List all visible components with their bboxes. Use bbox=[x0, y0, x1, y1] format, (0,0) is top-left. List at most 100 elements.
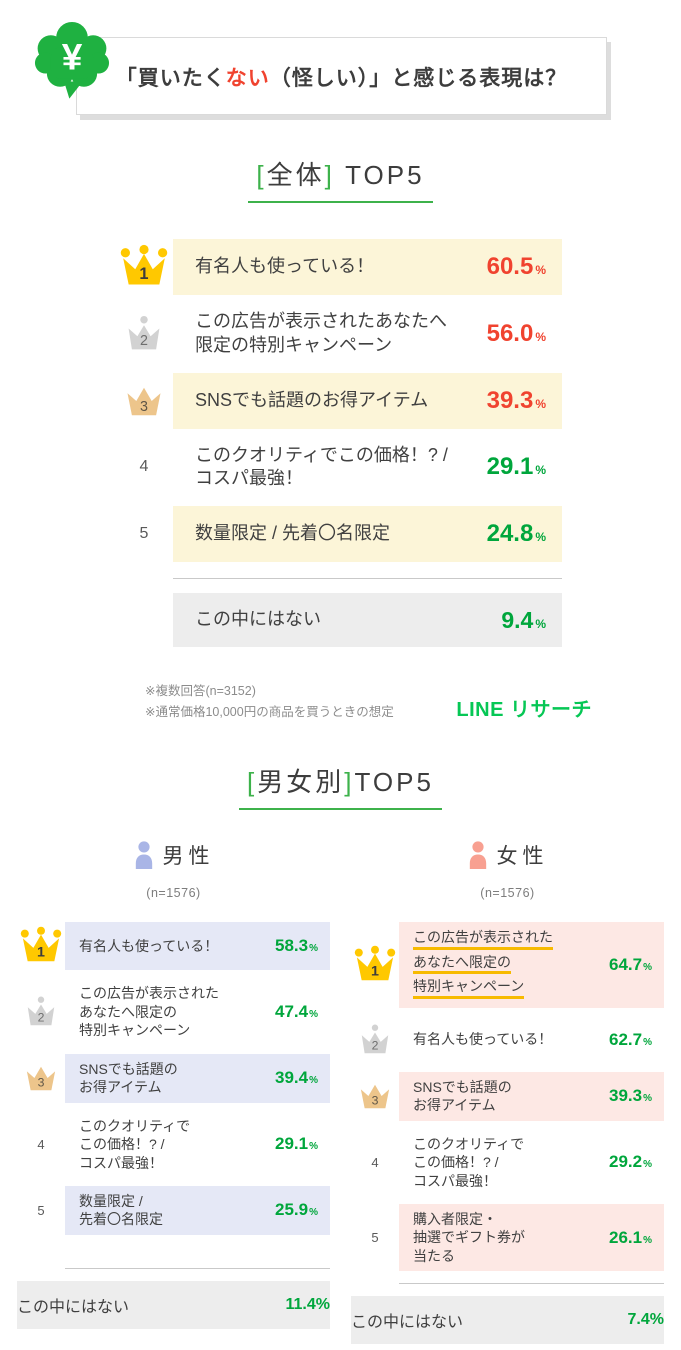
percent-value: 29.2 bbox=[609, 1152, 643, 1172]
female-label: 女性 bbox=[496, 845, 549, 869]
percent-value: 39.4 bbox=[275, 1068, 309, 1088]
rank-number: 4 bbox=[371, 1154, 379, 1170]
rank-number: 2 bbox=[38, 1010, 45, 1024]
rank-number: 1 bbox=[371, 963, 379, 979]
percent-sign: % bbox=[309, 1207, 318, 1219]
ranking-row-1: 1 この広告が表示された あなたへ限定の 特別キャンペーン 64.7% bbox=[351, 922, 664, 1008]
percent: 60.5% bbox=[487, 253, 546, 281]
rank-number: 1 bbox=[37, 945, 45, 961]
percent: 24.8% bbox=[487, 520, 546, 548]
percent-value: 47.4 bbox=[275, 1001, 309, 1021]
percent: 64.7% bbox=[609, 955, 652, 975]
ranking-row-1: 1 有名人も使っている！ 60.5% bbox=[115, 239, 562, 295]
percent-sign: % bbox=[309, 1008, 318, 1020]
rank-number: 2 bbox=[140, 333, 148, 349]
percent: 29.2% bbox=[609, 1152, 652, 1172]
percent: 56.0% bbox=[487, 320, 546, 348]
answer-label: この広告が表示された あなたへ限定の 特別キャンペーン bbox=[79, 985, 219, 1039]
percent: 39.4% bbox=[275, 1068, 318, 1088]
percent: 7.4% bbox=[628, 1311, 664, 1329]
none-row: この中にはない 9.4% bbox=[115, 593, 562, 647]
percent-value: 39.3 bbox=[609, 1086, 643, 1106]
answer-label: 数量限定 / 先着〇名限定 bbox=[79, 1193, 163, 1228]
answer-label: SNSでも話題のお得アイテム bbox=[195, 389, 429, 410]
answer-label: 購入者限定・ 抽選でギフト券が 当たる bbox=[413, 1211, 525, 1264]
ranking-row-2: 2 有名人も使っている！ 62.7% bbox=[351, 1016, 664, 1064]
percent-value: 7.4 bbox=[627, 1311, 650, 1329]
answer-label: 有名人も使っている！ bbox=[79, 938, 219, 955]
rank-number: 4 bbox=[37, 1136, 45, 1152]
yen-glyph: ¥ bbox=[62, 36, 83, 78]
none-row: この中にはない 11.4% bbox=[17, 1281, 330, 1330]
answer-label: この中にはない bbox=[195, 609, 321, 630]
percent-value: 56.0 bbox=[486, 319, 534, 347]
ranking-row-3: 3 SNSでも話題のお得アイテム 39.3% bbox=[115, 372, 562, 429]
percent-value: 58.3 bbox=[275, 936, 309, 956]
percent: 47.4% bbox=[275, 1002, 318, 1022]
silver-crown-icon: 2 bbox=[115, 314, 173, 354]
footnote-2: ※通常価格10,000円の商品を買うときの想定 bbox=[145, 704, 394, 719]
none-row: この中にはない 7.4% bbox=[351, 1296, 664, 1345]
female-sample-size: (n=1576) bbox=[480, 886, 535, 901]
percent: 29.1% bbox=[487, 453, 546, 481]
gold-crown-icon: 1 bbox=[351, 945, 399, 985]
male-person-icon bbox=[135, 841, 152, 870]
divider bbox=[173, 578, 562, 579]
percent-sign: % bbox=[535, 329, 546, 344]
percent: 62.7% bbox=[609, 1030, 652, 1050]
answer-label: 数量限定 / 先着〇名限定 bbox=[195, 523, 391, 544]
gender-columns: 男性 (n=1576) 1 bbox=[0, 840, 681, 1345]
divider bbox=[399, 1283, 664, 1285]
section-name: 男女別 bbox=[257, 767, 345, 798]
percent: 26.1% bbox=[609, 1228, 652, 1248]
percent-value: 62.7 bbox=[609, 1029, 643, 1049]
silver-crown-icon: 2 bbox=[17, 995, 65, 1029]
section-name: 全体 bbox=[266, 160, 325, 190]
percent-sign: % bbox=[649, 1311, 664, 1329]
percent: 39.3% bbox=[609, 1086, 652, 1106]
answer-label: この中にはない bbox=[351, 1314, 464, 1332]
ranking-row-2: 2 この広告が表示されたあなたへ 限定の特別キャンペーン 56.0% bbox=[115, 302, 562, 366]
female-ranking-list: 1 この広告が表示された あなたへ限定の 特別キャンペーン 64.7% bbox=[351, 922, 664, 1272]
ranking-row-4: 4 このクオリティで この価格！? / コスパ最強！ 29.2% bbox=[351, 1129, 664, 1196]
percent: 9.4% bbox=[501, 607, 546, 634]
percent-sign: % bbox=[643, 1159, 652, 1171]
percent-value: 29.1 bbox=[275, 1134, 309, 1154]
line-research-logo: LINE リサーチ bbox=[456, 699, 592, 722]
section-suffix: TOP5 bbox=[354, 767, 434, 798]
percent-sign: % bbox=[643, 1234, 652, 1246]
percent-value: 26.1 bbox=[609, 1227, 643, 1247]
underlined-line: この広告が表示された bbox=[413, 928, 553, 950]
percent-sign: % bbox=[535, 530, 546, 544]
percent-sign: % bbox=[315, 1296, 330, 1314]
percent-value: 29.1 bbox=[486, 453, 534, 481]
bronze-crown-icon: 3 bbox=[115, 382, 173, 420]
percent-value: 60.5 bbox=[486, 253, 534, 280]
answer-label: このクオリティで この価格！? / コスパ最強！ bbox=[79, 1117, 191, 1171]
male-header: 男性 (n=1576) bbox=[17, 840, 330, 900]
overall-ranking-list: 1 有名人も使っている！ 60.5% 2 この広告が表示されたあなたへ 限定 bbox=[115, 239, 562, 647]
header: 「買いたくない（怪しい）」と感じる表現は？ ¥ bbox=[34, 21, 607, 115]
percent: 58.3% bbox=[275, 936, 318, 956]
answer-label: このクオリティで この価格！? / コスパ最強！ bbox=[413, 1135, 525, 1189]
rank-number: 3 bbox=[38, 1076, 45, 1090]
male-column: 男性 (n=1576) 1 bbox=[17, 840, 330, 1344]
percent-sign: % bbox=[535, 396, 546, 411]
ranking-row-5: 5 購入者限定・ 抽選でギフト券が 当たる 26.1% bbox=[351, 1204, 664, 1272]
male-label: 男性 bbox=[162, 845, 215, 869]
female-header: 女性 (n=1576) bbox=[351, 840, 664, 900]
section-title-by-gender: [男女別]TOP5 bbox=[0, 762, 681, 811]
ranking-row-3: 3 SNSでも話題の お得アイテム 39.3% bbox=[351, 1071, 664, 1121]
percent-sign: % bbox=[643, 1093, 652, 1105]
percent-sign: % bbox=[309, 943, 318, 955]
rank-number: 3 bbox=[372, 1094, 379, 1108]
percent-sign: % bbox=[535, 263, 546, 277]
female-person-icon bbox=[469, 841, 486, 870]
rank-number: 3 bbox=[140, 398, 148, 414]
percent-value: 25.9 bbox=[275, 1200, 309, 1220]
yen-speech-bubble-icon: ¥ bbox=[34, 21, 110, 99]
percent: 25.9% bbox=[275, 1200, 318, 1220]
percent: 39.3% bbox=[487, 387, 546, 415]
percent-value: 24.8 bbox=[486, 520, 534, 547]
bracket-close: ] bbox=[324, 160, 335, 190]
